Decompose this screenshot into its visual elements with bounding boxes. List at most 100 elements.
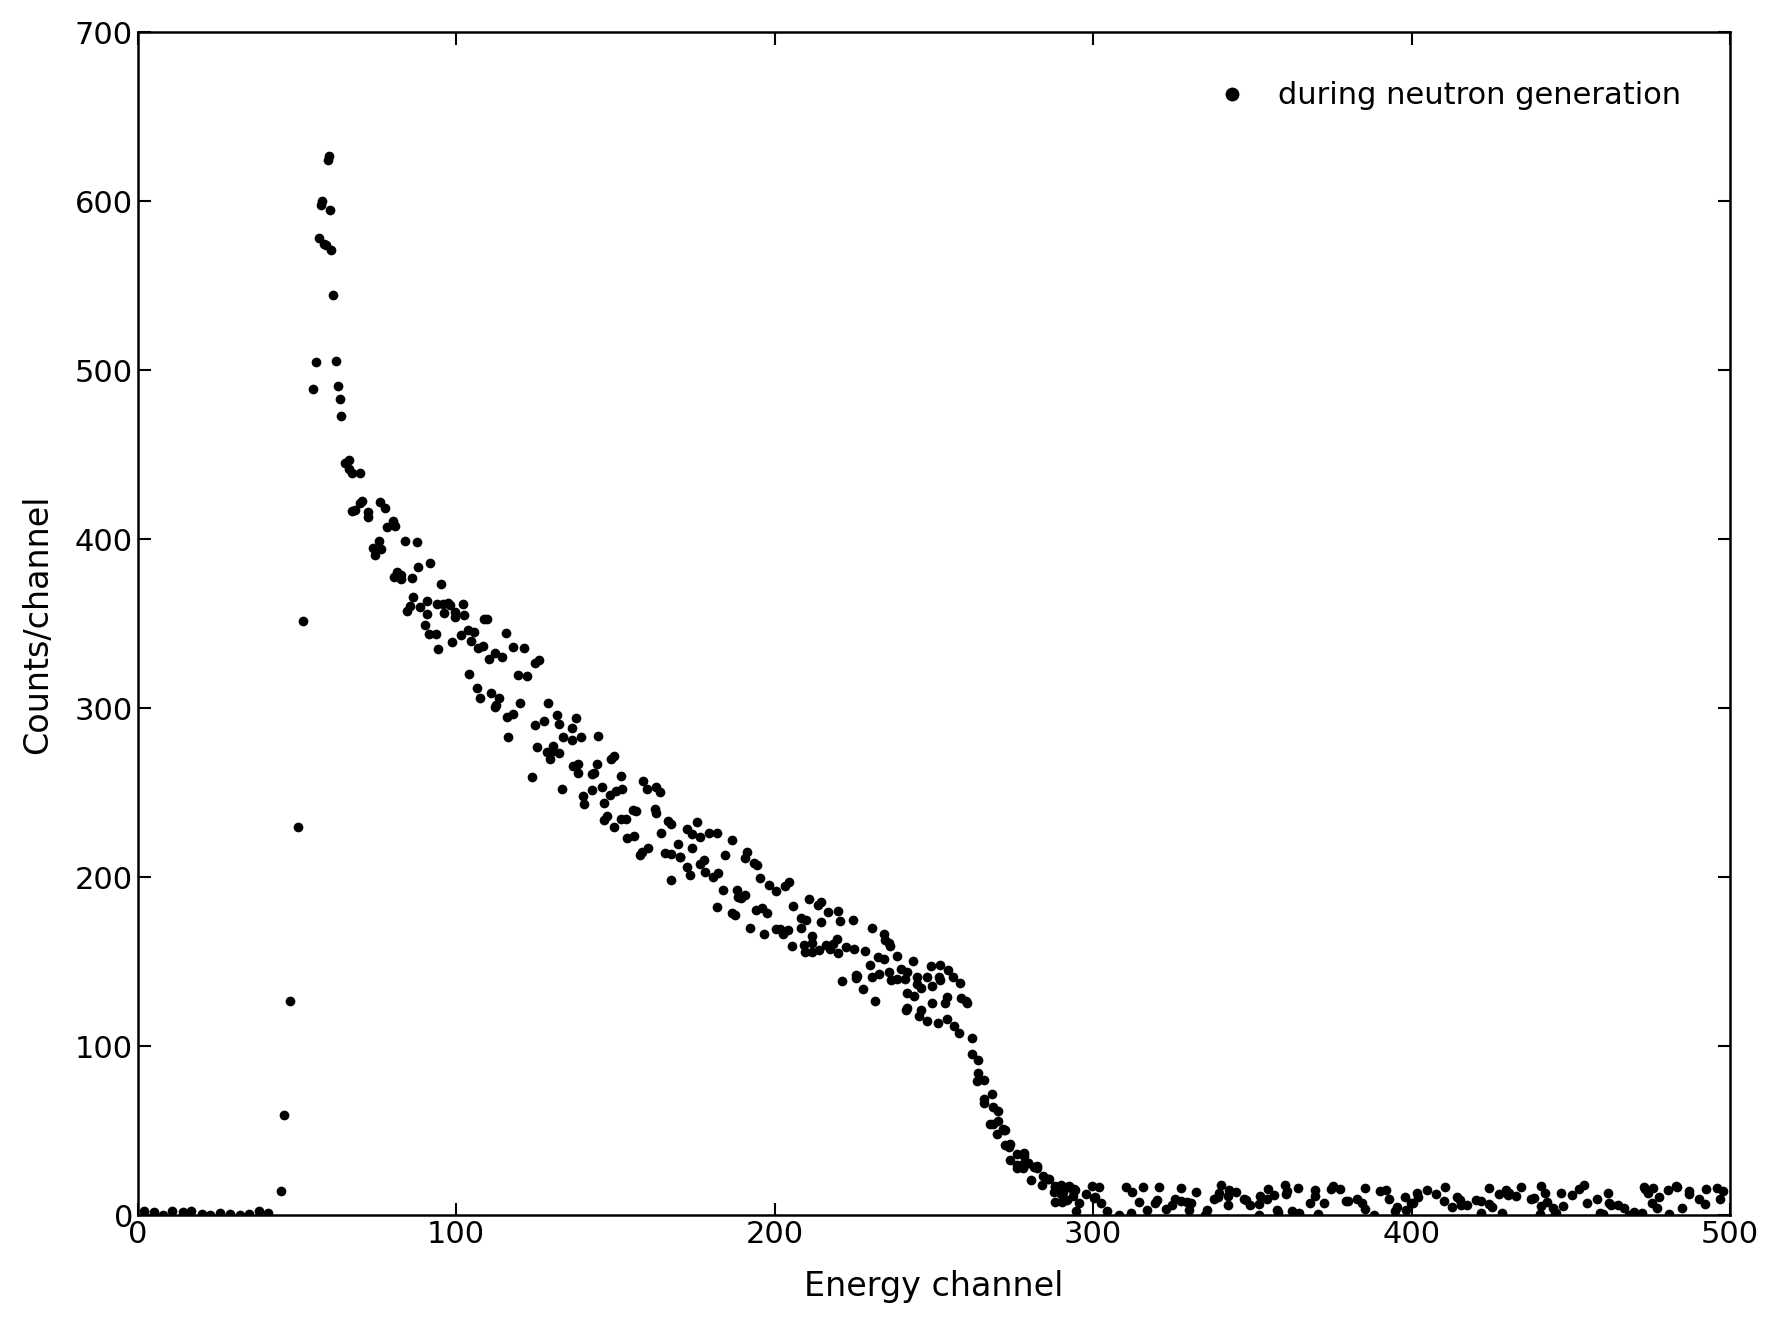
Point: [805, 939, 833, 960]
Point: [1262, 1200, 1290, 1221]
Point: [354, 506, 383, 527]
Point: [619, 826, 648, 847]
Point: [822, 928, 851, 949]
Point: [1253, 1178, 1282, 1200]
Point: [536, 741, 564, 763]
Point: [331, 453, 360, 474]
Point: [1351, 1198, 1380, 1219]
Point: [1614, 1205, 1643, 1226]
Point: [338, 500, 367, 522]
Point: [1182, 1181, 1210, 1202]
Point: [589, 810, 618, 831]
Point: [306, 195, 335, 216]
Point: [299, 379, 328, 400]
Point: [819, 933, 847, 955]
Point: [538, 736, 566, 757]
Point: [383, 561, 411, 583]
Point: [1152, 1198, 1180, 1219]
Point: [812, 935, 840, 956]
Point: [646, 822, 675, 843]
Point: [1061, 1180, 1089, 1201]
Point: [1582, 1189, 1611, 1210]
Point: [470, 608, 498, 629]
Point: [824, 943, 853, 964]
Point: [534, 692, 562, 714]
Point: [1205, 1182, 1234, 1204]
Point: [328, 405, 356, 426]
Point: [1022, 1156, 1050, 1177]
Point: [1301, 1186, 1330, 1207]
Point: [1134, 1200, 1162, 1221]
Point: [869, 923, 897, 944]
Point: [917, 956, 945, 977]
Point: [1271, 1182, 1299, 1204]
Point: [1502, 1185, 1531, 1206]
Point: [335, 458, 363, 479]
Point: [963, 1071, 991, 1092]
Point: [1429, 1190, 1458, 1211]
Point: [415, 552, 443, 573]
Point: [456, 630, 484, 651]
Point: [657, 843, 685, 865]
Point: [449, 593, 477, 614]
Point: [379, 567, 408, 588]
Point: [945, 1022, 974, 1043]
Point: [797, 932, 826, 953]
Point: [748, 898, 776, 919]
Y-axis label: Counts/channel: Counts/channel: [21, 494, 53, 753]
Point: [1431, 1177, 1460, 1198]
Point: [634, 837, 662, 858]
Point: [1159, 1194, 1187, 1215]
Point: [765, 919, 794, 940]
Point: [740, 853, 769, 874]
Point: [1129, 1177, 1157, 1198]
Point: [335, 449, 363, 470]
Point: [1691, 1193, 1719, 1214]
Point: [901, 985, 929, 1006]
Point: [370, 496, 399, 518]
Point: [506, 692, 534, 714]
Point: [283, 816, 311, 837]
Point: [995, 1133, 1023, 1155]
Point: [600, 745, 628, 767]
Point: [1403, 1182, 1431, 1204]
Point: [360, 544, 388, 565]
Point: [386, 568, 415, 589]
Point: [958, 1043, 986, 1064]
Point: [1397, 1192, 1426, 1213]
Point: [774, 871, 803, 892]
Point: [863, 947, 892, 968]
Point: [924, 1012, 952, 1033]
Point: [1629, 1202, 1657, 1223]
Point: [1380, 1201, 1408, 1222]
Point: [568, 785, 596, 806]
Point: [874, 961, 902, 982]
Point: [523, 736, 552, 757]
Point: [422, 624, 450, 645]
Point: [806, 891, 835, 912]
Point: [787, 908, 815, 929]
Point: [317, 240, 345, 261]
Point: [651, 843, 680, 865]
Point: [1200, 1188, 1228, 1209]
Point: [703, 896, 732, 918]
Point: [710, 845, 739, 866]
Point: [1639, 1177, 1668, 1198]
Point: [787, 918, 815, 939]
Point: [979, 1113, 1007, 1135]
Point: [778, 935, 806, 956]
Point: [1558, 1185, 1586, 1206]
Point: [1207, 1174, 1235, 1196]
Point: [1595, 1193, 1623, 1214]
Point: [1041, 1192, 1070, 1213]
Point: [1059, 1178, 1088, 1200]
Point: [463, 637, 491, 658]
Point: [411, 614, 440, 636]
Point: [1333, 1190, 1362, 1211]
Point: [477, 682, 506, 703]
Point: [1145, 1177, 1173, 1198]
Point: [984, 1100, 1013, 1121]
Point: [324, 376, 352, 397]
Point: [1604, 1194, 1632, 1215]
Point: [1088, 1193, 1116, 1214]
